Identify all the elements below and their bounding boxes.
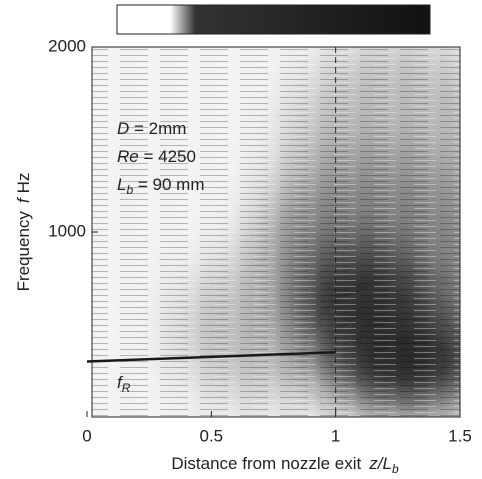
annotation-part: = 2mm (129, 119, 186, 138)
x-tick-label: 1 (331, 426, 340, 445)
annotation-part: f (117, 373, 124, 392)
annotation-part: = 90 mm (133, 175, 204, 194)
annotation-part: D (117, 119, 129, 138)
series-line (86, 351, 336, 363)
annotation-part: = 4250 (139, 147, 196, 166)
x-axis-label: Distance from nozzle exit z/Lb (171, 454, 399, 476)
spectrogram (92, 47, 460, 417)
y-tick-label: 2000 (48, 36, 86, 55)
x-label-subscript: b (392, 462, 399, 476)
y-tick-label: 1000 (48, 221, 86, 240)
x-tick-label: 1.5 (448, 426, 472, 445)
annotation-part: L (117, 175, 126, 194)
x-tick-label: 0.5 (200, 426, 224, 445)
annotation: Re = 4250 (117, 147, 196, 166)
annotation: Lb = 90 mm (117, 175, 205, 197)
y-label-unit: Hz (14, 173, 33, 194)
x-tick-label: 0 (82, 426, 91, 445)
annotation: fR (117, 373, 131, 395)
y-label-symbol: f (14, 196, 33, 203)
y-label-text: Frequency (14, 211, 33, 292)
x-label-symbol: z/L (368, 454, 392, 473)
y-axis-label: Frequency f Hz (14, 173, 33, 292)
colorbar (116, 4, 431, 35)
annotation: D = 2mm (117, 119, 186, 138)
annotation-part: b (126, 183, 133, 197)
annotation-part: R (122, 381, 131, 395)
annotation-part: Re (117, 147, 139, 166)
x-label-text: Distance from nozzle exit (171, 454, 361, 473)
